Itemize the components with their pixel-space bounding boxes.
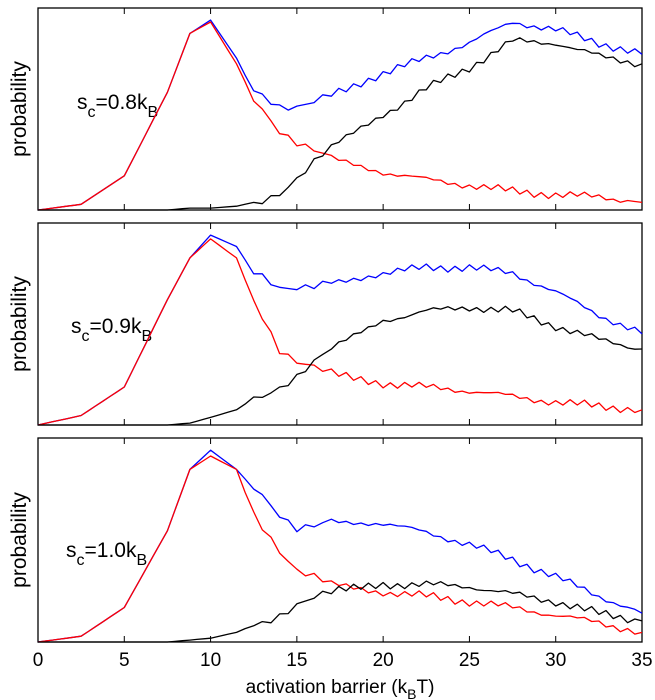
x-tick-label: 20 [373, 650, 394, 671]
panel-3: probability sc=1.0kB 0 5 10 15 20 25 30 35 [8, 437, 653, 671]
x-tick-label: 15 [286, 650, 307, 671]
x-tick-label: 5 [119, 650, 130, 671]
x-tick-label: 0 [33, 650, 44, 671]
red-series-line [37, 238, 643, 426]
panel-2-ticks [37, 223, 643, 425]
panel-3-ticks [37, 438, 643, 642]
panel-1-annotation: sc=0.8kB [77, 91, 158, 121]
panel-3-annotation: sc=1.0kB [66, 539, 147, 569]
panel-3-frame [37, 437, 643, 643]
panel-1-frame [37, 7, 643, 211]
panel-1-ticks [37, 8, 643, 210]
x-tick-label: 35 [631, 650, 652, 671]
panel-2-frame [37, 222, 643, 426]
x-tick-labels: 0 5 10 15 20 25 30 35 [33, 650, 653, 671]
panel-2-lines [37, 234, 643, 426]
panel-1-lines [37, 19, 643, 211]
x-tick-label: 30 [545, 650, 566, 671]
black-series-line [38, 580, 643, 643]
panel-3-ylabel: probability [8, 492, 31, 588]
black-series-line [38, 37, 643, 211]
panel-3-lines [37, 449, 643, 643]
panel-2-ylabel: probability [8, 276, 31, 372]
panel-1-ylabel: probability [8, 61, 31, 157]
x-tick-label: 10 [200, 650, 221, 671]
red-series-line [37, 21, 643, 211]
x-tick-label: 25 [459, 650, 480, 671]
panel-1: probability sc=0.8kB [8, 7, 643, 211]
red-series-line [37, 455, 643, 643]
blue-series-line [37, 19, 643, 211]
panel-2: probability sc=0.9kB [8, 222, 643, 426]
black-series-line [38, 305, 643, 426]
x-axis-label: activation barrier (kBT) [246, 677, 435, 700]
panel-2-annotation: sc=0.9kB [71, 315, 152, 345]
